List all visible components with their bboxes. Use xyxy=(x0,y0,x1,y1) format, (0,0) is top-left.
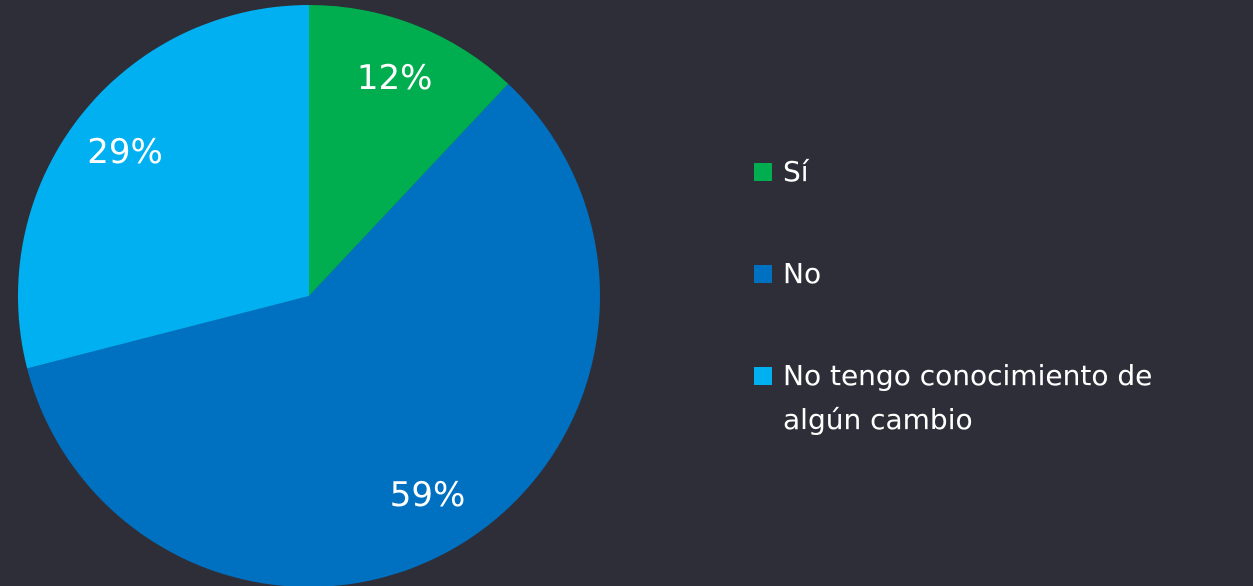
pie-slice xyxy=(17,5,309,369)
legend-item: No xyxy=(754,252,1234,296)
legend-item: Sí xyxy=(754,150,1234,194)
legend-label: No xyxy=(783,257,822,290)
pie-slice xyxy=(309,5,509,296)
legend-label: No tengo conocimiento de algún cambio xyxy=(783,359,1153,436)
legend-swatch xyxy=(754,163,772,181)
data-label: 29% xyxy=(87,132,163,172)
legend-label: Sí xyxy=(783,155,809,188)
legend-item: No tengo conocimiento de algún cambio xyxy=(754,354,1234,442)
legend-swatch xyxy=(754,367,772,385)
pie-slice xyxy=(27,83,600,586)
data-label: 59% xyxy=(390,475,466,515)
legend: Sí No No tengo conocimiento de algún cambi… xyxy=(754,150,1234,500)
legend-swatch xyxy=(754,265,772,283)
data-label: 12% xyxy=(357,58,433,98)
